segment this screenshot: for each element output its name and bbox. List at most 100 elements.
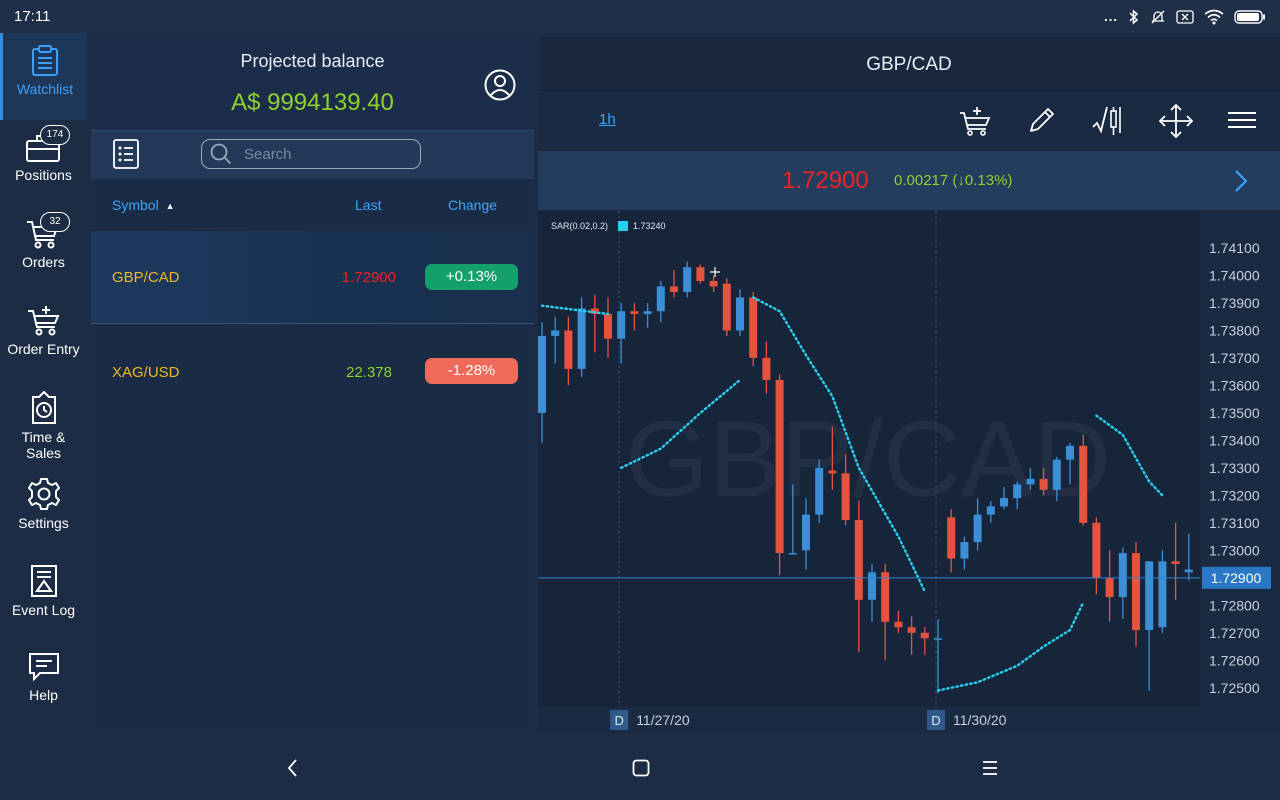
bell-off-icon [1151,10,1165,23]
candle-body [1013,484,1022,499]
price-axis-background [1200,211,1280,733]
row-change-badge: -1.28% [425,358,518,384]
candle-body [828,470,837,474]
candle [656,280,665,323]
candle [1145,561,1154,691]
x-tick-label: 11/27/20 [636,712,690,728]
candle-body [934,638,942,640]
sar-indicator-line [1095,414,1164,497]
nav-watchlist[interactable]: Watchlist [0,33,87,120]
nav-positions[interactable]: 174 Positions [0,125,87,183]
candle-body [564,330,573,369]
row-divider [91,323,534,324]
candle-body [881,572,890,622]
candle-body [802,514,810,551]
y-tick-label: 1.72500 [1209,680,1260,696]
candle [1039,467,1048,496]
menu-icon[interactable] [1227,110,1257,134]
recents-menu-icon[interactable] [982,760,998,776]
indicator-legend-swatch [618,221,628,231]
watchlist-toolbar [91,130,534,179]
candlestick-chart[interactable]: GBP/CAD 1.74100 1.74000 1.73900 1.73800 1.737… [538,211,1280,733]
no-sim-icon [1176,9,1194,24]
candle-body [1184,569,1193,573]
y-tick-label: 1.73800 [1209,322,1260,338]
candle [907,616,916,655]
nav-positions-label: Positions [15,167,72,183]
nav-help[interactable]: Help [0,651,87,703]
column-change[interactable]: Change [448,197,498,213]
projected-balance-value: A$ 9994139.40 [231,89,394,116]
candle [670,269,678,298]
watchlist-header: Projected balance A$ 9994139.40 [91,37,534,130]
row-last-price: 1.72900 [341,269,396,286]
column-symbol[interactable]: Symbol ▲ [112,197,175,213]
date-marker-tag [927,710,945,730]
price-summary-bar: 1.72900 0.00217 (↓0.13%) [538,151,1280,210]
candle-body [960,542,969,559]
move-arrows-icon[interactable] [1159,104,1193,138]
nav-watchlist-label: Watchlist [16,81,74,97]
status-time: 17:11 [14,8,51,25]
nav-order-entry-label: Order Entry [7,341,80,357]
candle [1171,522,1180,600]
nav-time-sales-label: Time & [21,429,66,445]
candle-body [551,330,560,336]
candle [1092,517,1101,595]
candle [973,498,982,551]
clock-document-icon [31,391,56,424]
candle-body [841,473,850,521]
timeframe-selector[interactable]: 1h [599,111,616,128]
sar-indicator-line [540,304,610,316]
x-tick-label: 11/30/20 [953,712,1007,728]
candle-body [775,379,784,554]
candle-body [604,313,612,339]
nav-order-entry[interactable]: Order Entry [0,305,87,357]
candle-body [1052,459,1061,490]
nav-event-log[interactable]: Event Log [0,564,87,618]
candle-body [815,467,824,515]
candle [894,610,903,633]
back-icon[interactable] [286,758,300,778]
watchlist-row[interactable]: GBP/CAD 1.72900 +0.13% [91,231,534,323]
candle-body [894,621,903,628]
cart-plus-icon [27,306,60,336]
search-input[interactable] [242,144,396,164]
chevron-right-icon[interactable] [1234,169,1248,193]
candle [1105,550,1114,622]
status-bar: 17:11 ... [0,0,1280,33]
y-tick-label: 1.72800 [1209,597,1260,613]
candle [775,374,784,576]
y-tick-label: 1.73100 [1209,515,1260,531]
search-box[interactable] [201,139,421,169]
date-marker-tag [610,710,629,730]
nav-orders[interactable]: 32 Orders [0,212,87,270]
gear-icon [27,478,60,510]
sort-ascending-icon: ▲ [165,201,175,211]
home-icon[interactable] [632,759,650,777]
y-tick-label: 1.72600 [1209,652,1260,668]
candle-body [736,297,744,331]
price-change: 0.00217 (↓0.13%) [894,172,1013,189]
nav-time-sales[interactable]: Time & Sales [0,391,87,461]
user-account-icon[interactable] [484,69,516,101]
candle-body [1000,498,1008,507]
candle-body [1171,561,1180,565]
candle [762,341,771,394]
candle-body [947,517,956,559]
cart-plus-icon[interactable] [959,105,991,137]
column-last[interactable]: Last [355,197,382,213]
pencil-icon[interactable] [1027,105,1057,135]
candle [1118,547,1127,620]
list-view-icon[interactable] [113,139,139,169]
current-price-tag [1202,566,1271,589]
candle [881,564,890,661]
nav-settings[interactable]: Settings [0,477,87,531]
candle-body [670,286,678,292]
watchlist-row[interactable]: XAG/USD 22.378 -1.28% [91,324,534,416]
candle [1000,487,1008,510]
candle-body [1145,561,1154,631]
indicator-chart-icon[interactable] [1091,105,1125,137]
candle-body [907,627,916,633]
more-dots-icon: ... [1104,9,1118,24]
